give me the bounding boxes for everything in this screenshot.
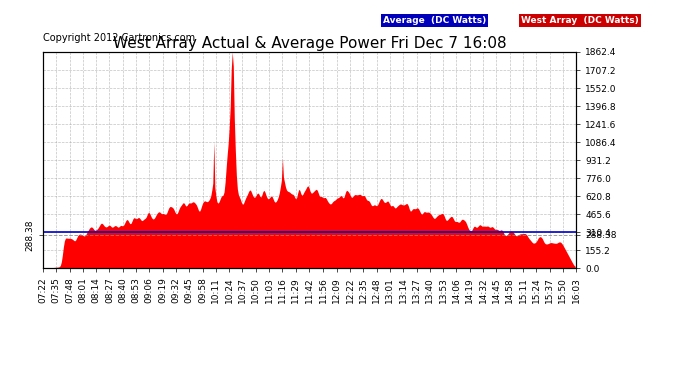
- Text: West Array  (DC Watts): West Array (DC Watts): [521, 16, 639, 25]
- Title: West Array Actual & Average Power Fri Dec 7 16:08: West Array Actual & Average Power Fri De…: [112, 36, 506, 51]
- Text: Copyright 2012 Cartronics.com: Copyright 2012 Cartronics.com: [43, 33, 195, 43]
- Text: Average  (DC Watts): Average (DC Watts): [383, 16, 486, 25]
